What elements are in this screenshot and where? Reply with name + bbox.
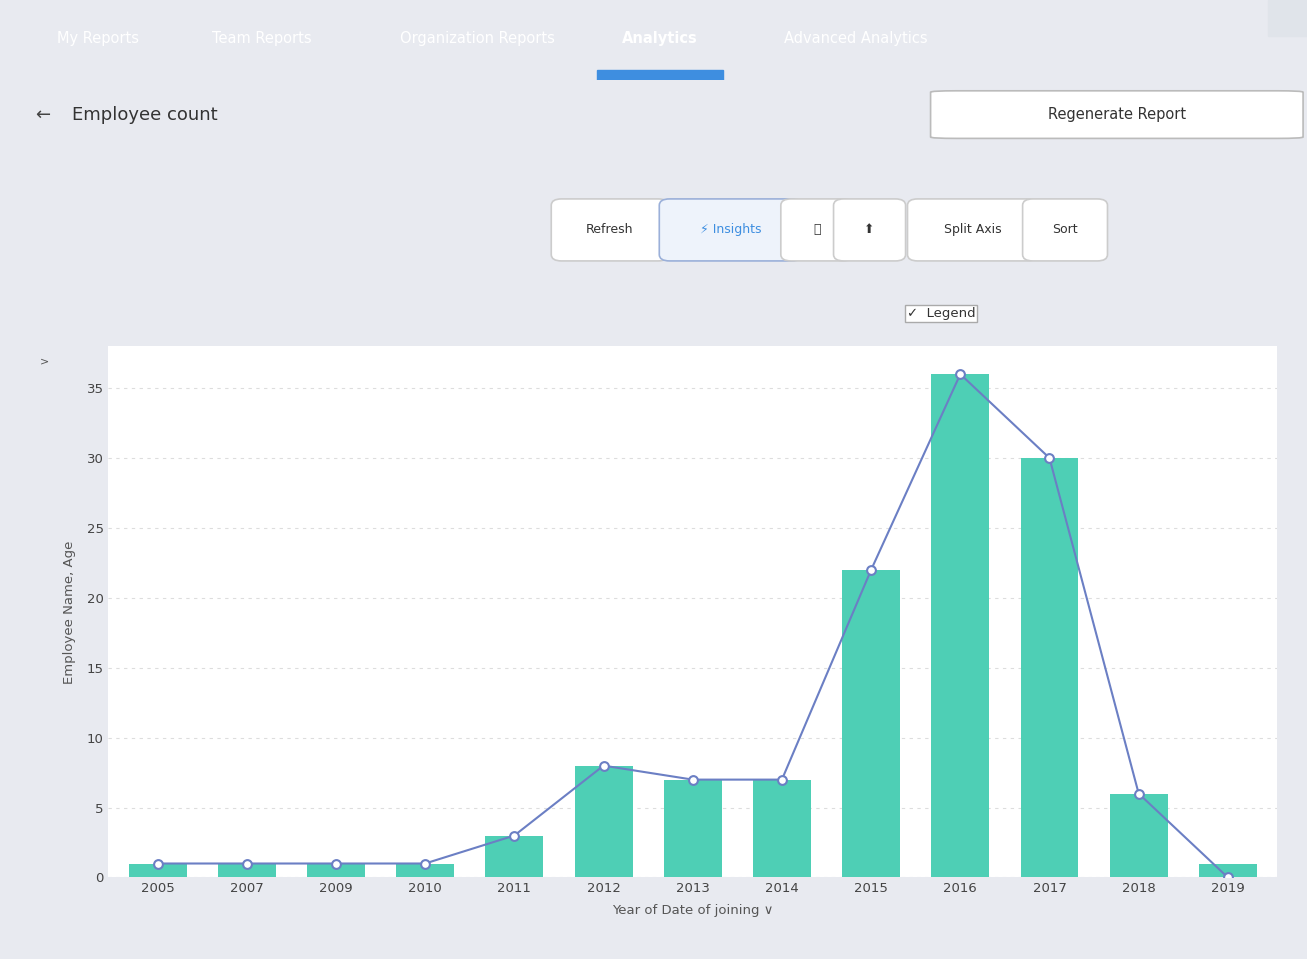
Bar [1110,794,1167,877]
Text: ✓: ✓ [985,408,993,418]
Text: Age Count: Age Count [1016,407,1085,419]
Text: ✓  Legend: ✓ Legend [907,307,975,320]
Bar [753,780,810,877]
Text: ⬆: ⬆ [864,223,874,237]
Text: Employee Name Count: Employee Name Count [1016,359,1168,371]
Text: Employee count: Employee count [72,105,217,124]
FancyBboxPatch shape [931,91,1303,138]
FancyBboxPatch shape [659,199,802,261]
Text: Team Reports: Team Reports [212,31,311,46]
FancyBboxPatch shape [552,199,668,261]
Text: Advanced Analytics: Advanced Analytics [784,31,928,46]
Text: Organization Reports: Organization Reports [400,31,554,46]
Text: Split Axis: Split Axis [944,223,1001,237]
Text: Sort: Sort [1052,223,1078,237]
Point [860,562,881,577]
Point [1039,451,1060,466]
Bar [485,835,544,877]
Point [593,758,614,773]
FancyBboxPatch shape [834,199,906,261]
Text: ✓: ✓ [985,360,993,370]
Bar [128,863,187,877]
FancyBboxPatch shape [1022,199,1107,261]
Bar [664,780,721,877]
FancyBboxPatch shape [970,352,1009,381]
FancyBboxPatch shape [970,399,1009,429]
Point [1128,786,1149,802]
Point [414,855,435,871]
Point [325,855,346,871]
Bar [842,570,901,877]
Point [682,772,703,787]
Point [771,772,792,787]
Point [148,855,169,871]
Text: Regenerate Report: Regenerate Report [1048,107,1185,122]
Bar [597,70,723,80]
Bar [1268,0,1307,35]
Y-axis label: Employee Name, Age: Employee Name, Age [63,540,76,684]
Bar [307,863,365,877]
Text: >: > [39,357,48,367]
Point [1217,870,1238,885]
Text: Analytics: Analytics [622,31,698,46]
Point [950,366,971,382]
Text: Refresh: Refresh [586,223,634,237]
Text: ←: ← [35,105,51,124]
Bar [575,765,633,877]
Bar [1021,458,1078,877]
FancyBboxPatch shape [907,199,1038,261]
Point [237,855,257,871]
FancyBboxPatch shape [780,199,853,261]
Text: My Reports: My Reports [58,31,139,46]
X-axis label: Year of Date of joining ∨: Year of Date of joining ∨ [612,903,774,917]
Bar [1199,863,1257,877]
Bar [396,863,454,877]
Bar [218,863,276,877]
Point [505,828,525,843]
Text: ⚡ Insights: ⚡ Insights [701,223,762,237]
Bar [932,374,989,877]
Text: ⬛: ⬛ [813,223,821,237]
